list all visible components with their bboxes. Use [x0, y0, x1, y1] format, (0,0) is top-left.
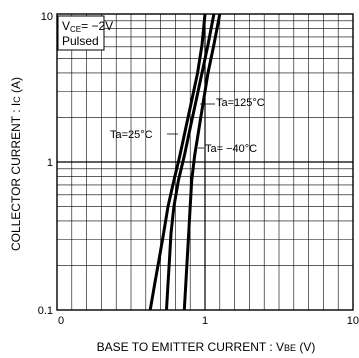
conditions-line1: VCE= −2V — [62, 19, 113, 34]
x-tick-label: 1 — [202, 315, 208, 327]
series-label-0: Ta=25°C — [110, 129, 153, 141]
conditions-line2: Pulsed — [62, 34, 99, 48]
series-label-2: Ta= −40°C — [205, 143, 257, 155]
grid — [57, 14, 353, 310]
y-tick-label: 0.1 — [38, 305, 53, 317]
plot-frame — [56, 13, 354, 311]
curve-labels: Ta=25°C Ta=125°C Ta= −40°C — [110, 97, 265, 155]
tick-labels: 0 1 10 0.1 1 10 — [38, 11, 359, 327]
conditions-box: VCE= −2V Pulsed — [57, 15, 113, 51]
y-tick-label: 10 — [41, 11, 53, 23]
y-tick-label: 1 — [47, 157, 53, 169]
x-axis-label: BASE TO EMITTER CURRENT : VBE (V) — [97, 340, 316, 354]
series-label-1: Ta=125°C — [216, 97, 265, 109]
series-line-1 — [165, 13, 216, 311]
y-axis-label: COLLECTOR CURRENT : IC (A) — [9, 77, 23, 251]
series-line-0 — [148, 13, 207, 311]
curves — [148, 13, 222, 311]
x-tick-label: 10 — [347, 315, 359, 327]
series-line-2 — [182, 13, 222, 311]
x-tick-label: 0 — [58, 315, 64, 327]
